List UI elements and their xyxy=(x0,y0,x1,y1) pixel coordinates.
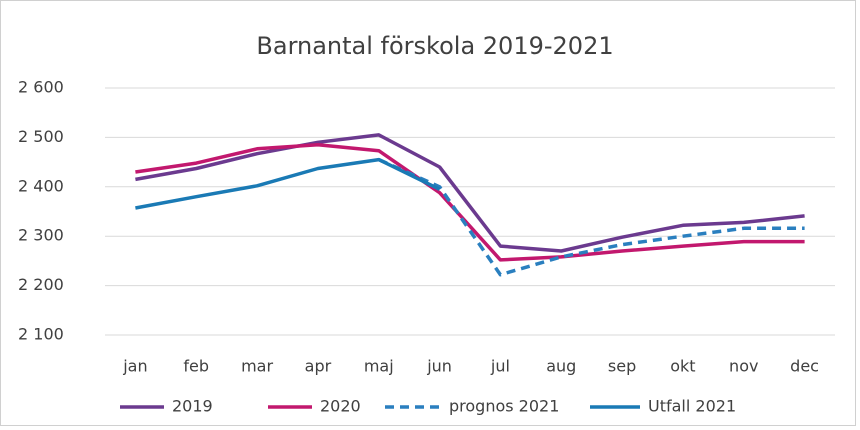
chart-title: Barnantal förskola 2019-2021 xyxy=(256,32,613,60)
series-line xyxy=(135,143,805,262)
x-tick-label: mar xyxy=(241,357,273,376)
legend-label: prognos 2021 xyxy=(449,397,559,416)
x-tick-label: apr xyxy=(305,357,332,376)
series-line xyxy=(135,157,441,210)
x-tick-label: jan xyxy=(122,357,147,376)
y-tick-label: 2 600 xyxy=(18,78,64,97)
series-line xyxy=(378,158,805,277)
x-tick-label: feb xyxy=(183,357,209,376)
y-tick-label: 2 200 xyxy=(18,275,64,294)
y-tick-label: 2 100 xyxy=(18,325,64,344)
y-tick-label: 2 300 xyxy=(18,226,64,245)
x-tick-label: aug xyxy=(546,357,576,376)
legend-label: 2019 xyxy=(172,397,213,416)
x-tick-label: nov xyxy=(729,357,758,376)
x-tick-label: jun xyxy=(426,357,452,376)
x-tick-label: jul xyxy=(490,357,510,376)
x-tick-label: dec xyxy=(790,357,819,376)
y-tick-label: 2 400 xyxy=(18,176,64,195)
y-tick-label: 2 500 xyxy=(18,127,64,146)
x-tick-label: maj xyxy=(364,357,394,376)
legend-label: Utfall 2021 xyxy=(648,397,736,416)
series-line xyxy=(135,133,805,253)
legend-label: 2020 xyxy=(320,397,361,416)
x-tick-label: okt xyxy=(670,357,695,376)
x-tick-label: sep xyxy=(608,357,636,376)
